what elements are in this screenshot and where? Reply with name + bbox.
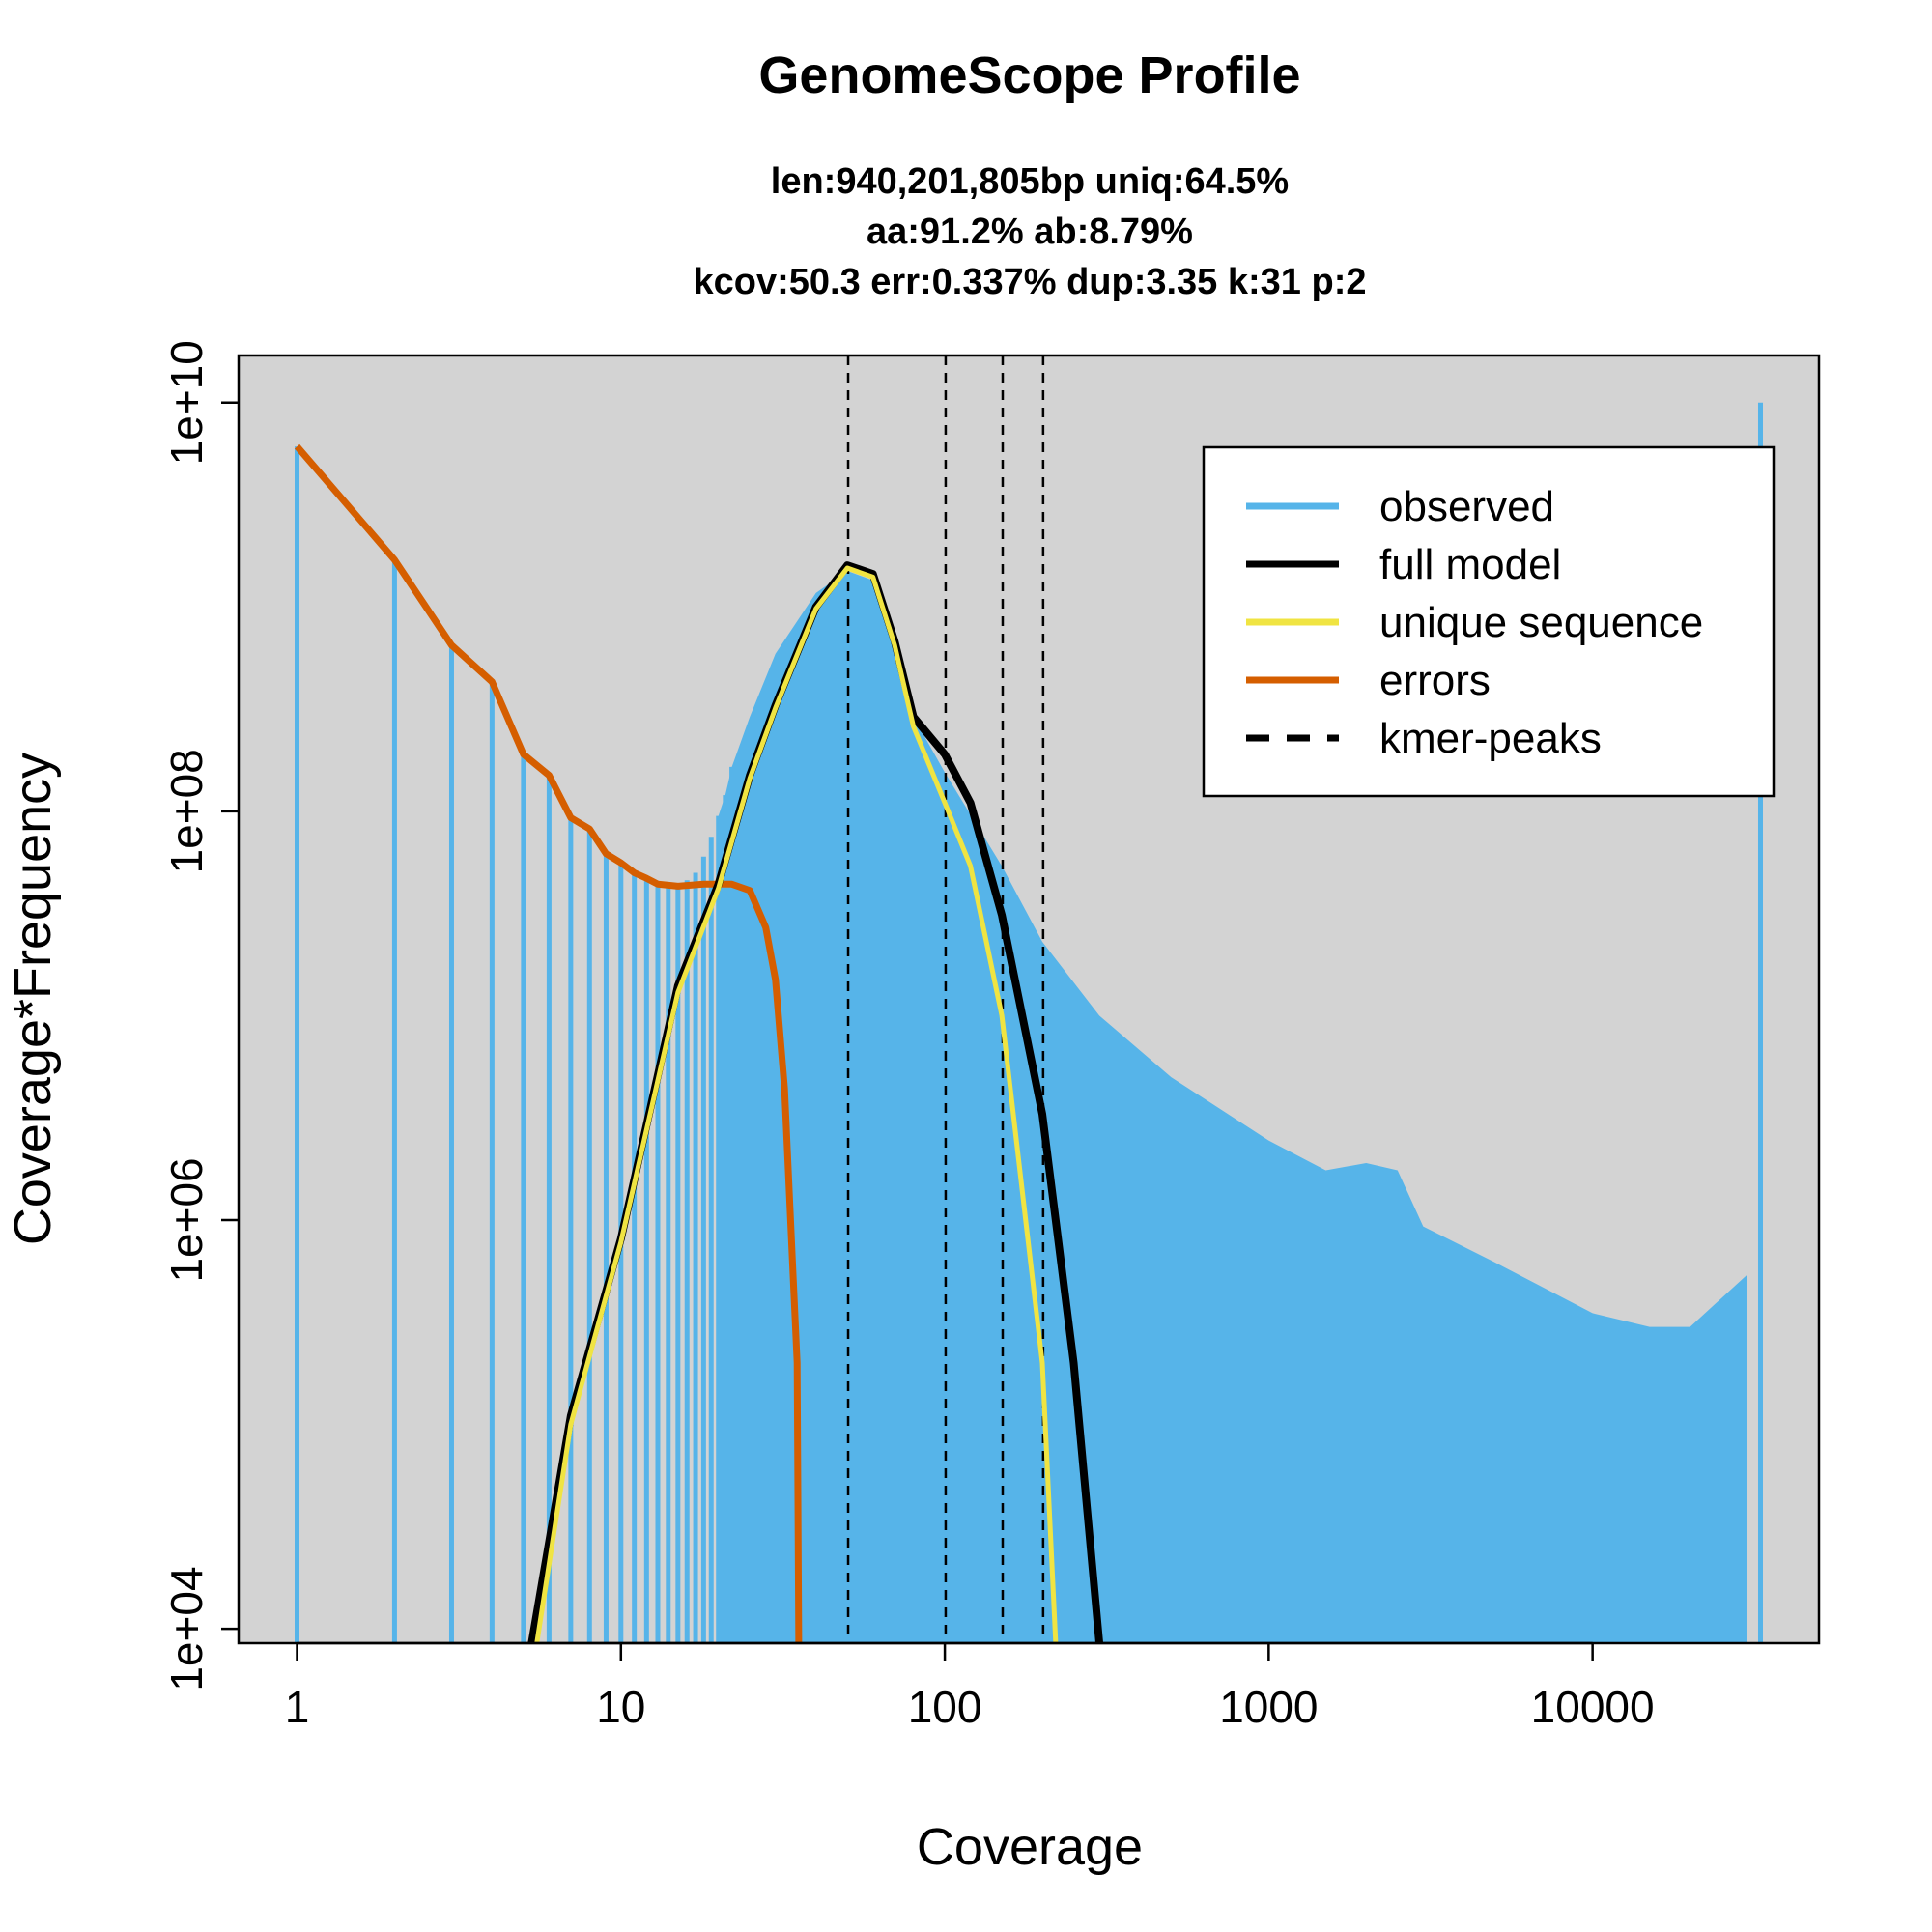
- legend-item: observed: [1246, 483, 1554, 530]
- errors-line: [294, 443, 803, 1644]
- legend-item: full model: [1246, 541, 1561, 588]
- x-tick-label: 1000: [1219, 1682, 1318, 1732]
- legend: observed full model unique sequence errors k…: [1202, 445, 1776, 798]
- subtitle-line-1: len:940,201,805bp uniq:64.5%: [771, 161, 1289, 202]
- y-axis-label: Coverage*Frequency: [4, 753, 62, 1245]
- legend-item: unique sequence: [1246, 599, 1703, 646]
- x-tick-label: 10: [596, 1682, 645, 1732]
- x-axis-label: Coverage: [917, 1818, 1143, 1876]
- x-tick-label: 100: [908, 1682, 982, 1732]
- y-tick-label: 1e+08: [161, 749, 212, 873]
- y-tick-label: 1e+04: [161, 1566, 212, 1690]
- observed-area: [718, 571, 1747, 1643]
- observed-series: [295, 402, 1763, 1643]
- x-tick-label: 1: [285, 1682, 310, 1732]
- model-lines: [294, 443, 1104, 1644]
- y-tick-label: 1e+06: [161, 1157, 212, 1282]
- legend-label: errors: [1379, 657, 1491, 704]
- x-tick-label: 10000: [1531, 1682, 1655, 1732]
- legend-item: errors: [1246, 657, 1491, 704]
- subtitle-line-2: aa:91.2% ab:8.79%: [867, 212, 1193, 252]
- axes: 1 10 100 1000 10000 1e+04 1e+06 1e+08 1e+10: [161, 340, 1655, 1732]
- chart-title: GenomeScope Profile: [758, 46, 1300, 104]
- unique-sequence-line: [534, 565, 1059, 1644]
- legend-label: unique sequence: [1379, 599, 1703, 646]
- legend-item: kmer-peaks: [1246, 715, 1602, 762]
- y-tick-label: 1e+10: [161, 340, 212, 465]
- legend-label: full model: [1379, 541, 1561, 588]
- subtitle-line-3: kcov:50.3 err:0.337% dup:3.35 k:31 p:2: [693, 262, 1366, 302]
- legend-label: observed: [1379, 483, 1554, 530]
- legend-label: kmer-peaks: [1379, 715, 1602, 762]
